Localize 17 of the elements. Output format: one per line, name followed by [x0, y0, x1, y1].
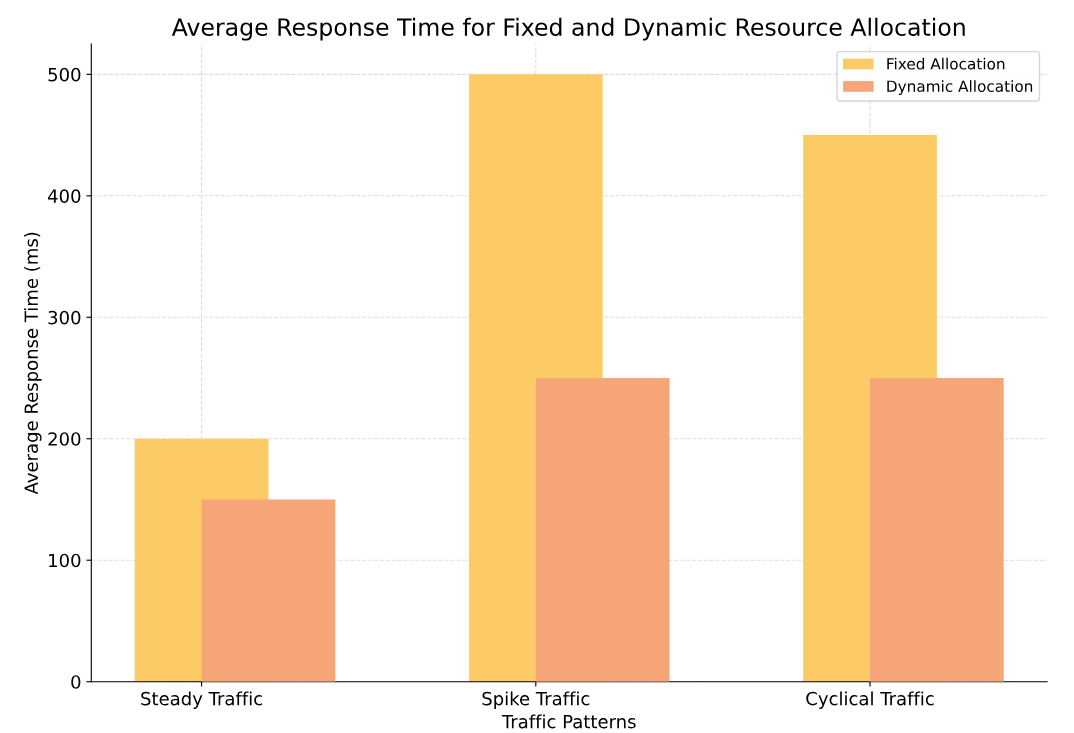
x-tick-label: Cyclical Traffic: [806, 691, 934, 709]
legend-label: Dynamic Allocation: [887, 80, 1033, 95]
y-axis-title: Average Response Time (ms): [24, 232, 42, 495]
chart-title: Average Response Time for Fixed and Dynamic Resource Allocation: [171, 17, 965, 41]
y-tick-label: 0: [71, 675, 81, 689]
bar: [870, 378, 1004, 682]
x-axis-title: Traffic Patterns: [501, 714, 636, 729]
y-tick-label: 400: [47, 189, 81, 203]
y-tick-label: 200: [48, 432, 81, 446]
y-tick-label: 500: [48, 67, 81, 82]
x-tick-label: Steady Traffic: [141, 691, 263, 709]
legend-label: Fixed Allocation: [887, 57, 1005, 70]
bar: [201, 499, 336, 682]
y-tick-label: 300: [48, 310, 81, 325]
bar: [535, 378, 670, 682]
y-tick-label: 100: [49, 553, 81, 568]
x-tick-label: Spike Traffic: [482, 691, 590, 709]
